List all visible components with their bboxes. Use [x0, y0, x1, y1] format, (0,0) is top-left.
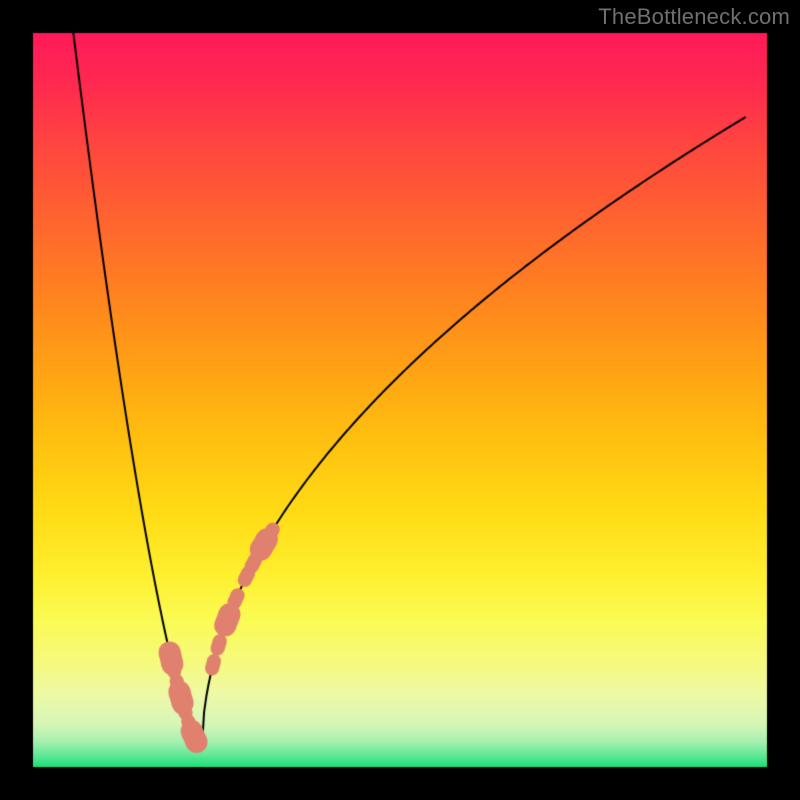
chart-stage: TheBottleneck.com [0, 0, 800, 800]
watermark-text: TheBottleneck.com [598, 4, 790, 30]
bottleneck-chart-canvas [0, 0, 800, 800]
